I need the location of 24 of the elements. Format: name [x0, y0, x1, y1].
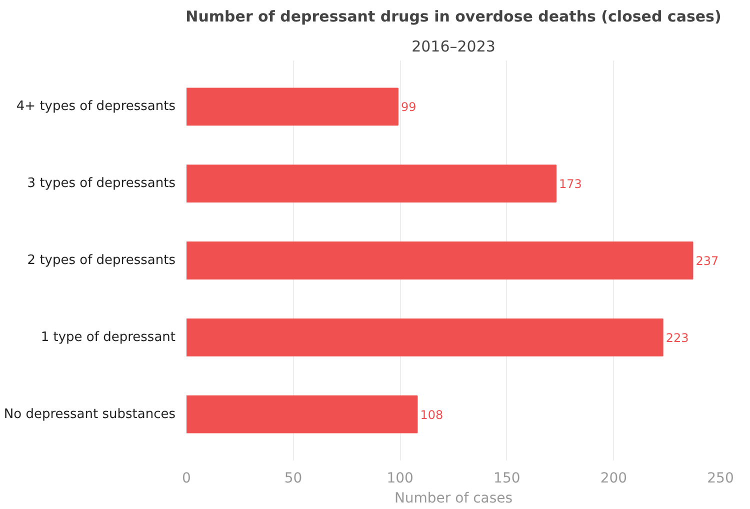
x-tick-label: 250 [707, 470, 734, 486]
x-tick-label: 200 [600, 470, 628, 486]
x-axis-title: Number of cases [394, 490, 513, 506]
data-label: 99 [400, 100, 416, 114]
data-label: 173 [559, 177, 582, 192]
y-tick-label: 3 types of depressants [27, 176, 176, 192]
bar [186, 318, 664, 356]
bar [186, 88, 398, 126]
x-tick-label: 0 [182, 470, 191, 486]
x-tick-label: 100 [386, 470, 414, 486]
data-label: 108 [420, 408, 444, 422]
x-tick-label: 50 [284, 470, 302, 486]
data-label: 223 [666, 330, 689, 345]
bar [186, 242, 694, 280]
bar [186, 164, 557, 203]
y-tick-label: 1 type of depressant [40, 330, 176, 345]
y-tick-label: No depressant substances [4, 406, 176, 422]
y-tick-label: 4+ types of depressants [16, 99, 176, 114]
bar [186, 395, 418, 434]
data-label: 237 [696, 254, 719, 268]
chart-title: Number of depressant drugs in overdose deaths (closed cases) [186, 8, 722, 26]
x-tick-label: 150 [494, 470, 520, 486]
chart-subtitle: 2016–2023 [412, 38, 496, 56]
y-tick-label: 2 types of depressants [27, 253, 176, 268]
